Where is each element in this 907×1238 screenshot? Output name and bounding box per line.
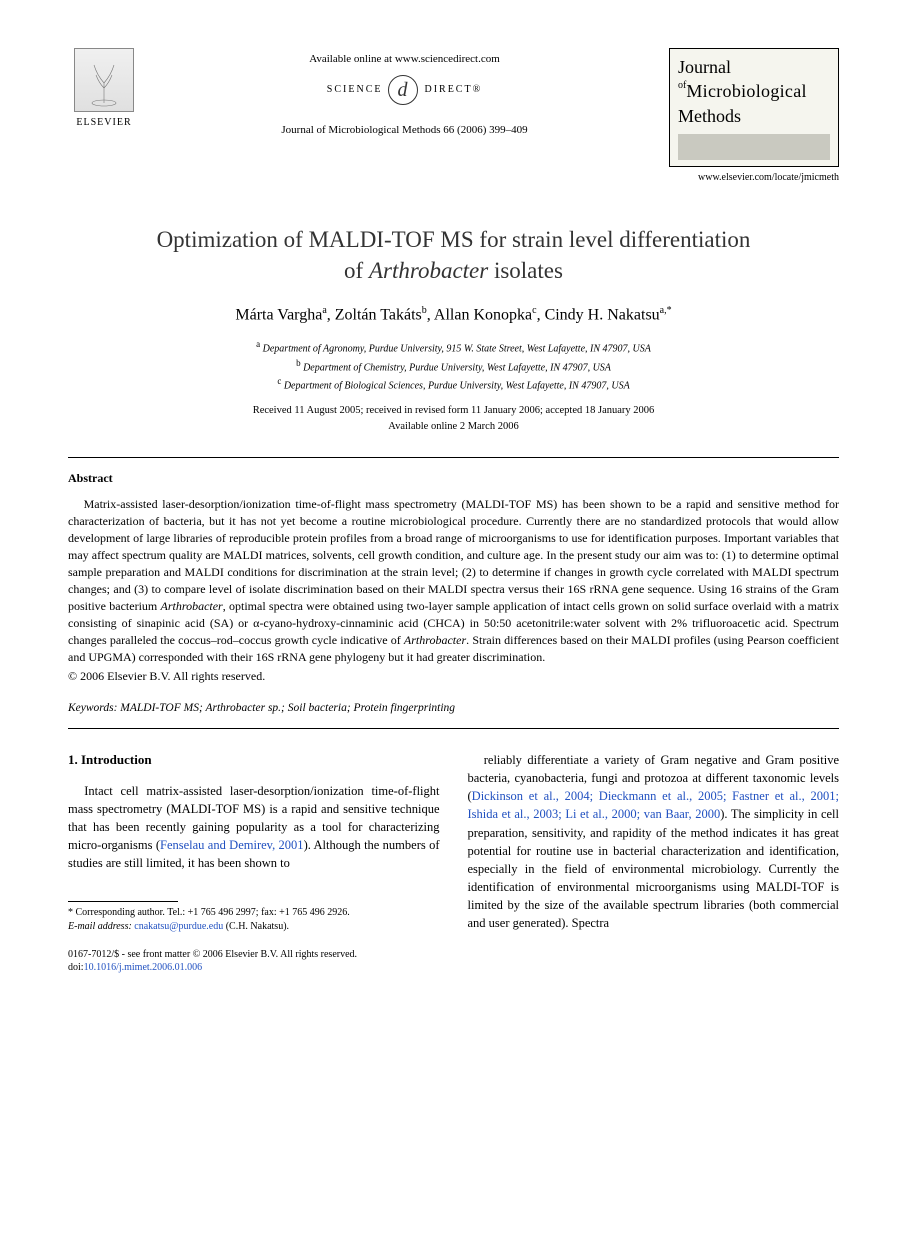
affil-a: Department of Agronomy, Purdue Universit… <box>263 344 651 355</box>
journal-citation: Journal of Microbiological Methods 66 (2… <box>140 123 669 138</box>
footnote-corr: * Corresponding author. Tel.: +1 765 496… <box>68 906 440 920</box>
abstract-heading: Abstract <box>68 470 839 486</box>
abstract-ital2: Arthrobacter <box>404 633 466 647</box>
affiliations: a Department of Agronomy, Purdue Univers… <box>68 338 839 393</box>
page-footer: 0167-7012/$ - see front matter © 2006 El… <box>68 948 839 975</box>
footnote-email-person: (C.H. Nakatsu). <box>223 921 289 932</box>
divider-bottom <box>68 728 839 729</box>
date-received: Received 11 August 2005; received in rev… <box>68 403 839 419</box>
publisher-logo-block: ELSEVIER <box>68 48 140 130</box>
footer-line1: 0167-7012/$ - see front matter © 2006 El… <box>68 948 839 962</box>
divider-top <box>68 457 839 458</box>
footnote-email-label: E-mail address: <box>68 921 132 932</box>
journal-cover-block: Journal ofMicrobiological Methods www.el… <box>669 48 839 184</box>
title-line1: Optimization of MALDI-TOF MS for strain … <box>157 227 751 252</box>
intro-col2-para: reliably differentiate a variety of Gram… <box>468 751 840 932</box>
author-1: Márta Vargha <box>235 307 322 324</box>
elsevier-tree-icon <box>74 48 134 112</box>
title-line2-ital: Arthrobacter <box>369 258 488 283</box>
keywords-label: Keywords: <box>68 702 117 714</box>
footnote-email[interactable]: cnakatsu@purdue.edu <box>134 921 223 932</box>
article-title: Optimization of MALDI-TOF MS for strain … <box>68 224 839 286</box>
abstract-copyright: © 2006 Elsevier B.V. All rights reserved… <box>68 668 839 684</box>
intro-c2-t2: ). The simplicity in cell preparation, s… <box>468 807 840 930</box>
author-3: Allan Konopka <box>434 307 532 324</box>
article-dates: Received 11 August 2005; received in rev… <box>68 403 839 435</box>
footer-doi[interactable]: 10.1016/j.mimet.2006.01.006 <box>84 962 203 973</box>
jcover-line1: Journal <box>678 57 731 77</box>
body-columns: 1. Introduction Intact cell matrix-assis… <box>68 751 839 933</box>
author-2: Zoltán Takáts <box>335 307 422 324</box>
scidir-d-icon: d <box>388 75 418 105</box>
author-4-sup: a,* <box>660 305 672 316</box>
abstract-ital1: Arthrobacter <box>161 599 223 613</box>
date-online: Available online 2 March 2006 <box>68 419 839 435</box>
intro-heading: 1. Introduction <box>68 751 440 770</box>
publisher-name: ELSEVIER <box>76 116 131 130</box>
keywords-text: MALDI-TOF MS; Arthrobacter sp.; Soil bac… <box>117 702 455 714</box>
journal-cover: Journal ofMicrobiological Methods <box>669 48 839 167</box>
title-line2-pre: of <box>344 258 369 283</box>
affil-c: Department of Biological Sciences, Purdu… <box>284 380 630 391</box>
authors-line: Márta Varghaa, Zoltán Takátsb, Allan Kon… <box>68 304 839 326</box>
column-right: reliably differentiate a variety of Gram… <box>468 751 840 933</box>
jcover-bar <box>678 134 830 160</box>
footnote-separator <box>68 901 178 902</box>
footnote-block: * Corresponding author. Tel.: +1 765 496… <box>68 906 440 934</box>
header-center: Available online at www.sciencedirect.co… <box>140 48 669 138</box>
abstract-p1a: Matrix-assisted laser-desorption/ionizat… <box>68 497 839 613</box>
author-3-sup: c <box>532 305 536 316</box>
column-left: 1. Introduction Intact cell matrix-assis… <box>68 751 440 933</box>
header: ELSEVIER Available online at www.science… <box>68 48 839 184</box>
author-4: Cindy H. Nakatsu <box>545 307 660 324</box>
title-line2-post: isolates <box>488 258 563 283</box>
footer-doi-label: doi: <box>68 962 84 973</box>
intro-col1-para: Intact cell matrix-assisted laser-desorp… <box>68 782 440 873</box>
locate-url[interactable]: www.elsevier.com/locate/jmicmeth <box>669 171 839 185</box>
author-2-sup: b <box>422 305 427 316</box>
jcover-line2: Microbiological <box>686 81 806 101</box>
jcover-line3: Methods <box>678 104 830 128</box>
keywords-line: Keywords: MALDI-TOF MS; Arthrobacter sp.… <box>68 701 839 717</box>
affil-b: Department of Chemistry, Purdue Universi… <box>303 362 611 373</box>
scidir-right: DIRECT® <box>424 83 482 97</box>
author-1-sup: a <box>322 305 326 316</box>
abstract-body: Matrix-assisted laser-desorption/ionizat… <box>68 496 839 666</box>
sciencedirect-logo: SCIENCE d DIRECT® <box>327 75 482 105</box>
scidir-left: SCIENCE <box>327 83 383 97</box>
intro-c1-ref1[interactable]: Fenselau and Demirev, 2001 <box>160 838 304 852</box>
available-online-text: Available online at www.sciencedirect.co… <box>140 52 669 67</box>
